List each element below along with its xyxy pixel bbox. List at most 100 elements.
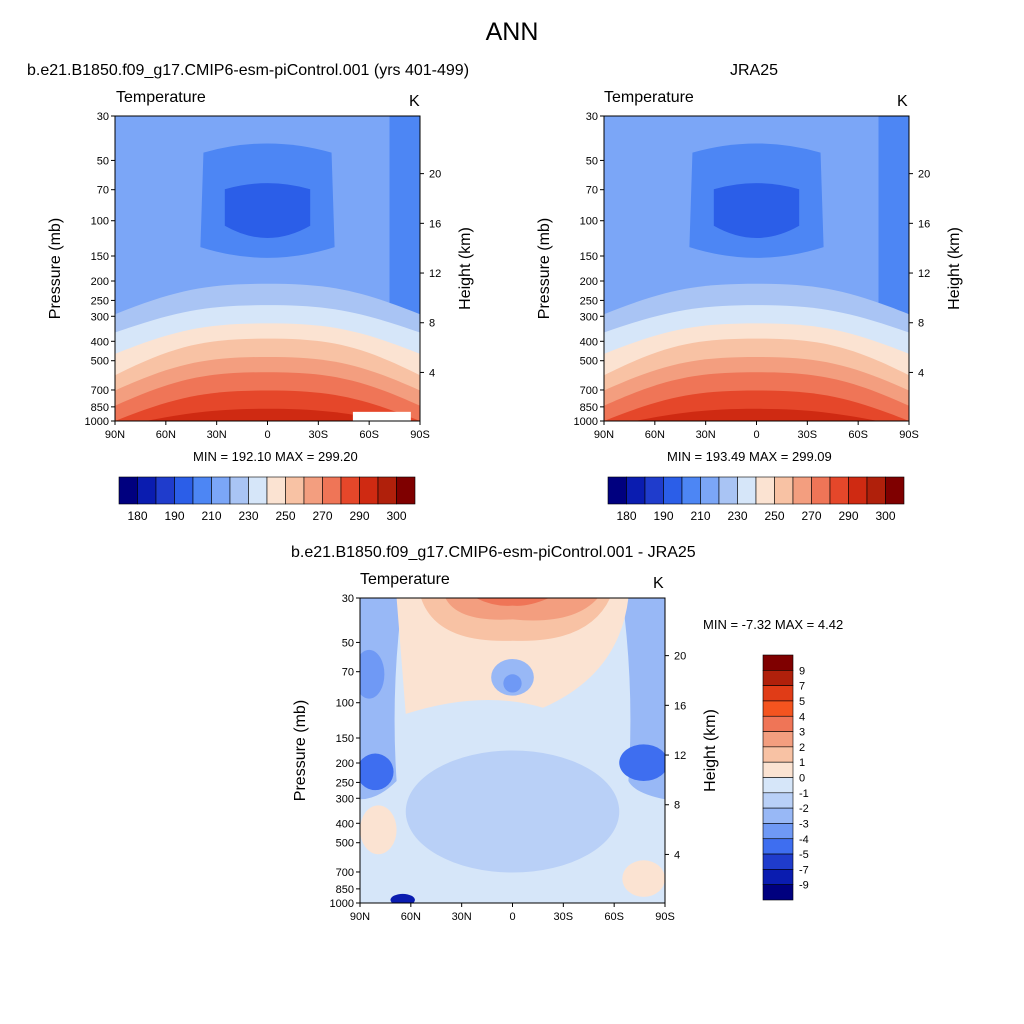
panel2-y-tick-label: 250	[580, 295, 598, 307]
panel3-colorbar-label: -9	[799, 880, 809, 892]
panel2-y-tick-label: 50	[586, 155, 598, 167]
panel1-colorbar-label: 290	[349, 509, 369, 523]
panel1-colorbar-swatch	[377, 476, 397, 505]
panel3-y-axis-title: Pressure (mb)	[292, 700, 309, 801]
panel3-colorbar-label: 9	[799, 665, 805, 677]
panel1-title: b.e21.B1850.f09_g17.CMIP6-esm-piControl.…	[27, 62, 470, 79]
panel2-x-tick-label: 30N	[696, 429, 716, 441]
panel1-colorbar-swatch	[229, 476, 249, 505]
panel2-colorbar-swatch	[885, 476, 905, 505]
panel1-colorbar-label: 300	[386, 509, 406, 523]
panel2-colorbar-label: 190	[653, 509, 673, 523]
panel3-colorbar-swatch	[762, 761, 794, 778]
panel2-colorbar-swatch	[607, 476, 627, 505]
panel2-colorbar-label: 290	[838, 509, 858, 523]
panel1-y-axis-title: Pressure (mb)	[47, 218, 64, 319]
panel1-y-tick-label: 200	[91, 276, 109, 288]
panel1-x-tick-label: 90N	[105, 429, 125, 441]
panel2-colorbar-swatch	[774, 476, 794, 505]
panel1-y-tick-label: 50	[97, 155, 109, 167]
panel2-x-tick-label: 30S	[798, 429, 818, 441]
panel3-colorbar-swatch	[762, 700, 794, 717]
panel2-y-tick-label: 150	[580, 251, 598, 263]
panel1-y-tick-label: 850	[91, 402, 109, 414]
cold-region-core	[224, 183, 311, 238]
panel2-y2-tick-label: 4	[918, 367, 924, 379]
panel1-colorbar-label: 190	[164, 509, 184, 523]
panel2-colorbar-swatch	[792, 476, 812, 505]
panel3-x-tick-label: 60N	[401, 911, 421, 923]
panel3-colorbar-swatch	[762, 853, 794, 870]
panel1-units: K	[409, 93, 420, 110]
panel1-colorbar-swatch	[192, 476, 212, 505]
panel3-y2-axis-title: Height (km)	[702, 709, 719, 792]
panel2-colorbar-swatch	[718, 476, 738, 505]
panel3-colorbar-label: -2	[799, 803, 809, 815]
panel3-units: K	[653, 575, 664, 592]
negative-region	[405, 750, 620, 873]
panel1-colorbar-swatch	[322, 476, 342, 505]
panel3-colorbar-swatch	[762, 884, 794, 901]
panel1-stats: MIN = 192.10 MAX = 299.20	[193, 449, 358, 464]
panel1-y-tick-label: 250	[91, 295, 109, 307]
panel3-y2-tick-label: 12	[674, 750, 686, 762]
panel1-x-tick-label: 60N	[156, 429, 176, 441]
panel1-colorbar-swatch	[118, 476, 138, 505]
panel1-colorbar-swatch	[211, 476, 231, 505]
panel3-plot-area	[360, 598, 665, 903]
panel3-subtitle: Temperature	[360, 571, 450, 588]
panel1-colorbar-label: 180	[127, 509, 147, 523]
panel1-y-tick-label: 70	[97, 185, 109, 197]
panel2-y-tick-label: 300	[580, 311, 598, 323]
panel1-y-tick-label: 1000	[85, 416, 109, 428]
positive-region	[475, 598, 550, 606]
panel1-y-tick-label: 150	[91, 251, 109, 263]
panel2-y2-tick-label: 20	[918, 169, 930, 181]
panel2-colorbar-label: 270	[801, 509, 821, 523]
panel2-y-tick-label: 850	[580, 402, 598, 414]
panel2-y2-tick-label: 16	[918, 218, 930, 230]
panel2-colorbar-label: 250	[764, 509, 784, 523]
panel1-colorbar-label: 210	[201, 509, 221, 523]
panel3-colorbar-label: 5	[799, 696, 805, 708]
panel3-colorbar-swatch	[762, 823, 794, 840]
panel2-y-tick-label: 30	[586, 111, 598, 123]
panel2-colorbar-label: 210	[690, 509, 710, 523]
negative-core	[360, 753, 394, 791]
warm-layer	[145, 408, 390, 421]
panel2-y-tick-label: 70	[586, 185, 598, 197]
panel2-colorbar-swatch	[737, 476, 757, 505]
panel1-colorbar-swatch	[174, 476, 194, 505]
negative-core	[360, 649, 385, 699]
panel1-y2-tick-label: 8	[429, 318, 435, 330]
panel2-y-tick-label: 100	[580, 216, 598, 228]
panel2-y2-tick-label: 8	[918, 318, 924, 330]
missing-data-patch	[352, 411, 411, 421]
panel2-colorbar-swatch	[829, 476, 849, 505]
positive-region	[360, 805, 397, 855]
panel2-colorbar-label: 300	[875, 509, 895, 523]
panel1-colorbar-swatch	[137, 476, 157, 505]
panel3-y-tick-label: 1000	[330, 898, 354, 910]
panel2-x-tick-label: 60S	[848, 429, 868, 441]
panel1-colorbar-swatch	[359, 476, 379, 505]
panel1-colorbar-swatch	[340, 476, 360, 505]
panel1-colorbar-label: 270	[312, 509, 332, 523]
panel3-x-tick-label: 90N	[350, 911, 370, 923]
panel2-y-tick-label: 700	[580, 385, 598, 397]
panel3-y2-tick-label: 8	[674, 800, 680, 812]
panel1-y-tick-label: 300	[91, 311, 109, 323]
panel2-colorbar-swatch	[681, 476, 701, 505]
panel1-y-tick-label: 700	[91, 385, 109, 397]
panel3-colorbar-swatch	[762, 746, 794, 763]
panel2-stats: MIN = 193.49 MAX = 299.09	[667, 449, 832, 464]
panel3-y2-tick-label: 4	[674, 849, 680, 861]
panel1-x-tick-label: 30N	[207, 429, 227, 441]
positive-region	[622, 860, 665, 897]
panel2-colorbar-swatch	[626, 476, 646, 505]
positive-region	[445, 598, 598, 621]
panel1-y2-tick-label: 4	[429, 367, 435, 379]
panel3-colorbar-swatch	[762, 869, 794, 885]
panel2-colorbar-swatch	[644, 476, 664, 505]
